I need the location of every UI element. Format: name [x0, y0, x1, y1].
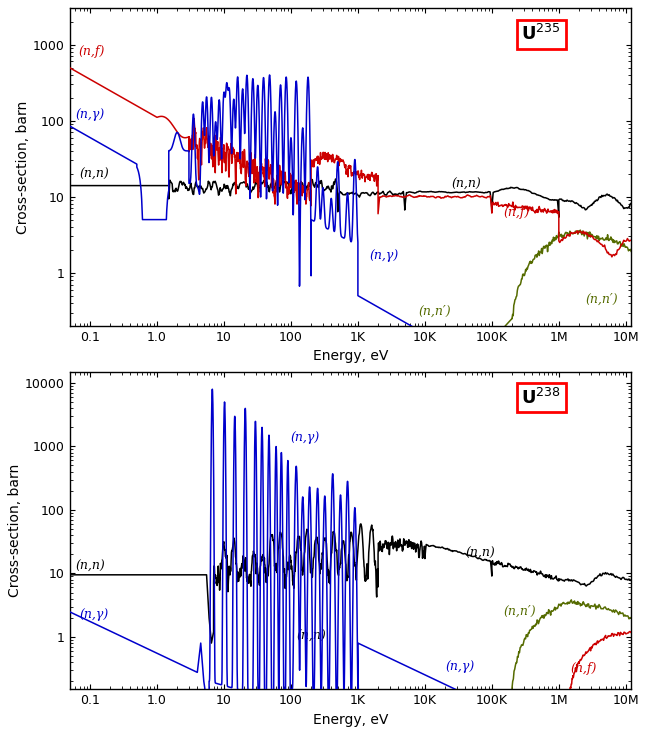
Text: (n,n′): (n,n′)	[586, 293, 618, 306]
Text: (n,n): (n,n)	[296, 630, 326, 643]
Text: (n,f): (n,f)	[571, 662, 597, 675]
Text: (n,γ): (n,γ)	[291, 431, 320, 445]
Text: (n,n): (n,n)	[452, 178, 481, 191]
Y-axis label: Cross-section, barn: Cross-section, barn	[16, 101, 30, 234]
Text: (n,f): (n,f)	[79, 45, 105, 58]
X-axis label: Energy, eV: Energy, eV	[313, 349, 388, 363]
X-axis label: Energy, eV: Energy, eV	[313, 713, 388, 727]
Text: (n,n′): (n,n′)	[419, 305, 451, 318]
Text: (n,n): (n,n)	[80, 168, 110, 182]
Y-axis label: Cross-section, barn: Cross-section, barn	[8, 464, 22, 597]
Text: (n,n): (n,n)	[75, 559, 105, 573]
Text: (n,γ): (n,γ)	[370, 249, 399, 262]
Text: (n,n′): (n,n′)	[503, 605, 537, 618]
Text: $\mathbf{U}^{238}$: $\mathbf{U}^{238}$	[521, 387, 561, 408]
Text: (n,n): (n,n)	[465, 547, 495, 560]
Text: (n,γ): (n,γ)	[445, 660, 474, 673]
Text: (n,f): (n,f)	[503, 207, 530, 220]
Text: (n,γ): (n,γ)	[75, 107, 104, 121]
Text: (n,γ): (n,γ)	[80, 608, 109, 621]
Text: $\mathbf{U}^{235}$: $\mathbf{U}^{235}$	[522, 24, 561, 44]
